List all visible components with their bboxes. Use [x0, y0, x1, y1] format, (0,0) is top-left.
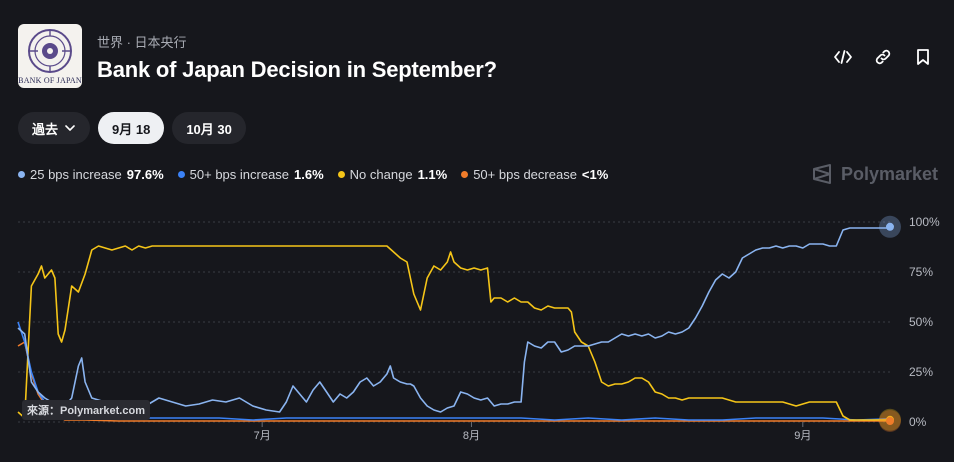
legend-label: 25 bps increase — [30, 167, 122, 182]
legend-dot — [18, 171, 25, 178]
legend-dot — [461, 171, 469, 178]
legend-item: No change 1.1% — [337, 167, 448, 182]
legend-value: <1% — [581, 167, 609, 182]
legend-value: 97.6% — [126, 167, 164, 182]
x-tick-label: 8月 — [463, 430, 480, 442]
bookmark-button[interactable] — [910, 44, 936, 70]
source-label: 來源：Polymarket.com — [22, 400, 150, 420]
series-line-no-change — [17, 245, 891, 421]
logo-text: BANK OF JAPAN — [18, 76, 82, 85]
legend-label: 50+ bps increase — [189, 167, 290, 182]
page-title: Bank of Japan Decision in September? — [97, 57, 497, 82]
polymarket-watermark: Polymarket — [811, 163, 938, 185]
x-tick-label: 9月 — [794, 430, 811, 442]
tab-oct-30[interactable]: 10月 30 — [172, 112, 246, 144]
y-axis: 100% 75% 50% 25% 0% — [909, 215, 940, 429]
tab-oct-30-label: 10月 30 — [186, 121, 232, 137]
y-tick-label: 75% — [909, 265, 933, 279]
y-tick-label: 100% — [909, 215, 940, 229]
bank-of-japan-logo: BANK OF JAPAN — [18, 24, 82, 88]
tab-sep-18-label: 9月 18 — [112, 121, 151, 137]
x-tick-label: 7月 — [254, 430, 271, 442]
y-tick-label: 25% — [909, 365, 933, 379]
y-tick-label: 0% — [909, 415, 927, 429]
embed-button[interactable] — [830, 44, 856, 70]
chart-legend: 25 bps increase 97.6% 50+ bps increase 1… — [18, 167, 608, 182]
chart-grid — [18, 221, 890, 423]
x-axis: 7月 8月 9月 — [254, 422, 811, 442]
series-lines — [17, 227, 891, 422]
history-dropdown[interactable]: 過去 — [18, 112, 91, 144]
copy-link-button[interactable] — [870, 44, 896, 70]
embed-icon — [834, 50, 852, 64]
chevron-down-icon — [64, 122, 76, 134]
brand-label: Polymarket — [840, 163, 938, 184]
legend-value: 1.6% — [294, 167, 324, 182]
legend-label: No change — [349, 167, 413, 182]
series-endpoints — [879, 215, 901, 432]
endpoint-dot — [886, 222, 894, 231]
legend-value: 1.1% — [417, 167, 448, 182]
history-label: 過去 — [32, 121, 59, 137]
date-tabs: 過去 9月 18 10月 30 — [18, 112, 246, 144]
legend-item: 50+ bps decrease <1% — [461, 167, 608, 182]
seal-icon — [28, 29, 72, 73]
legend-item: 25 bps increase 97.6% — [18, 167, 164, 182]
y-tick-label: 50% — [909, 315, 933, 329]
series-line-25-bps-increase — [17, 227, 890, 413]
link-icon — [875, 49, 891, 65]
legend-dot — [337, 171, 345, 178]
header-actions — [830, 44, 936, 70]
legend-dot — [177, 171, 185, 178]
endpoint-dot — [886, 417, 894, 425]
tab-sep-18[interactable]: 9月 18 — [98, 112, 165, 144]
legend-item: 50+ bps increase 1.6% — [177, 167, 324, 182]
breadcrumb[interactable]: 世界 · 日本央行 — [97, 35, 187, 50]
bookmark-icon — [917, 49, 929, 65]
polymarket-logo-icon — [812, 164, 831, 184]
legend-label: 50+ bps decrease — [473, 167, 577, 182]
probability-chart[interactable]: 7月 8月 9月 100% 75% 50% 25% 0% — [0, 200, 954, 462]
